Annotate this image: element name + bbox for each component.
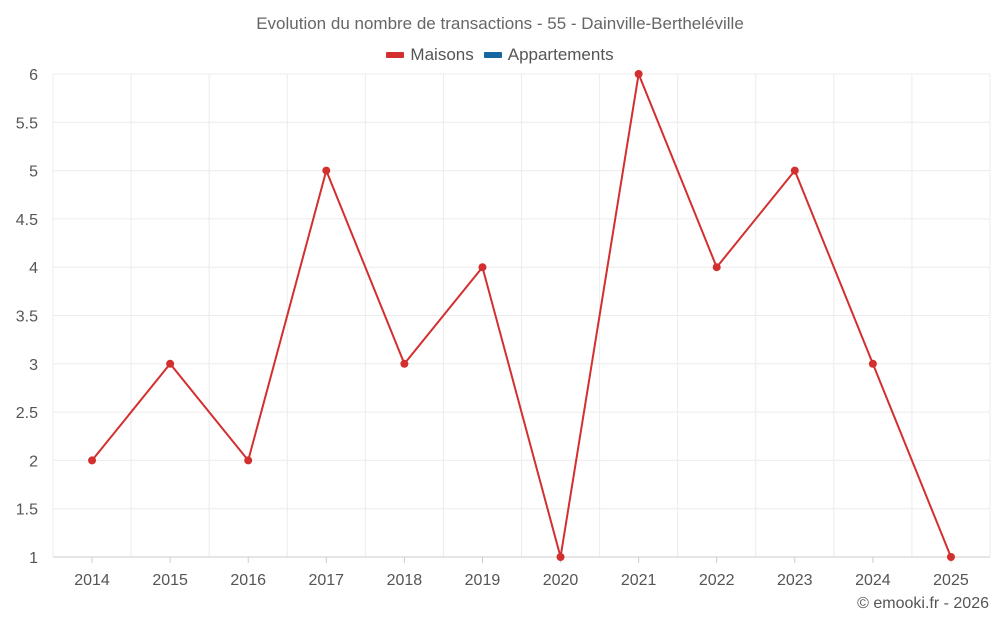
x-tick-label: 2019 xyxy=(465,572,501,589)
data-point-maisons-2017[interactable] xyxy=(322,166,331,175)
y-tick-label: 3.5 xyxy=(16,309,38,326)
data-point-maisons-2022[interactable] xyxy=(712,263,721,272)
data-point-maisons-2016[interactable] xyxy=(244,456,253,465)
x-tick-label: 2023 xyxy=(777,572,813,589)
data-point-maisons-2020[interactable] xyxy=(556,553,565,561)
x-tick-label: 2016 xyxy=(230,572,266,589)
y-tick-label: 4.5 xyxy=(16,212,38,229)
data-point-maisons-2024[interactable] xyxy=(868,359,877,368)
legend-label-maisons: Maisons xyxy=(410,45,474,64)
y-tick-label: 3 xyxy=(29,357,38,374)
legend-label-appartements: Appartements xyxy=(507,45,614,64)
data-point-maisons-2018[interactable] xyxy=(400,359,409,368)
series-line-maisons xyxy=(91,73,952,558)
x-tick-label: 2017 xyxy=(308,572,344,589)
data-point-maisons-2023[interactable] xyxy=(790,166,799,175)
credit: © emooki.fr - 2026 xyxy=(857,595,989,612)
x-tick-label: 2024 xyxy=(855,572,891,589)
y-tick-label: 2.5 xyxy=(16,405,38,422)
legend-item-maisons[interactable]: Maisons xyxy=(386,45,474,65)
data-point-maisons-2015[interactable] xyxy=(166,359,175,368)
y-tick-label: 5 xyxy=(29,164,38,181)
legend-item-appartements[interactable]: Appartements xyxy=(483,45,614,65)
y-tick-label: 5.5 xyxy=(16,115,38,132)
legend: Maisons Appartements xyxy=(0,45,1000,65)
y-axis: 1 1.5 2 2.5 3 3.5 4 4.5 5 5.5 6 xyxy=(16,67,38,567)
y-tick-label: 1.5 xyxy=(16,502,38,519)
x-tick-label: 2025 xyxy=(933,572,969,589)
legend-swatch-maisons xyxy=(386,52,405,58)
x-tick-label: 2022 xyxy=(699,572,735,589)
y-tick-label: 1 xyxy=(29,550,38,567)
series-layer xyxy=(88,70,955,561)
data-point-maisons-2014[interactable] xyxy=(88,456,97,465)
legend-swatch-appartements xyxy=(483,52,502,58)
x-tick-label: 2021 xyxy=(621,572,657,589)
grid xyxy=(52,73,991,558)
x-tick-label: 2020 xyxy=(543,572,579,589)
data-point-maisons-2025[interactable] xyxy=(946,553,955,561)
chart-title: Evolution du nombre de transactions - 55… xyxy=(256,14,744,33)
data-point-maisons-2021[interactable] xyxy=(634,70,643,78)
y-tick-label: 2 xyxy=(29,453,38,470)
x-axis: 2014 2015 2016 2017 2018 2019 2020 2021 2022 2023… xyxy=(53,556,990,589)
data-point-maisons-2019[interactable] xyxy=(478,263,487,272)
y-tick-label: 4 xyxy=(29,260,38,277)
x-tick-label: 2018 xyxy=(387,572,423,589)
x-tick-label: 2015 xyxy=(152,572,188,589)
y-tick-label: 6 xyxy=(29,67,38,84)
x-tick-label: 2014 xyxy=(74,572,110,589)
